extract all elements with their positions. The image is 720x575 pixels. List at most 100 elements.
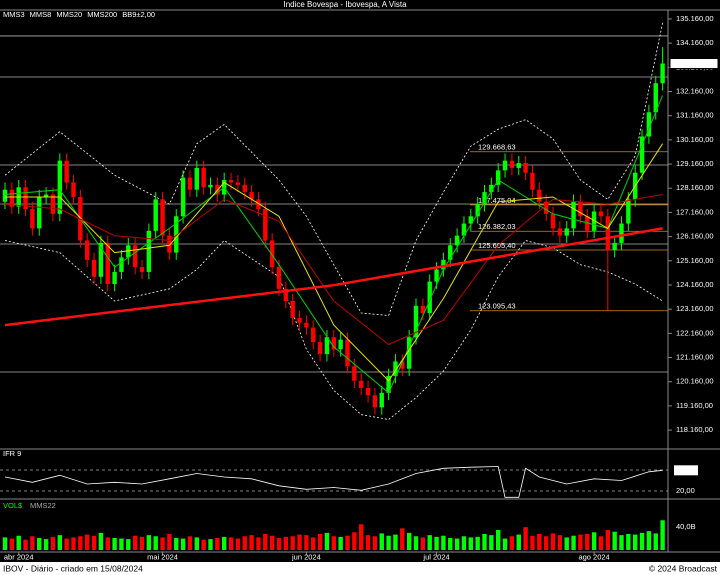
footer-bar xyxy=(0,562,720,575)
volume-bar xyxy=(502,538,508,550)
candle-body xyxy=(276,267,282,289)
volume-bar xyxy=(571,535,576,550)
volume-bar xyxy=(386,535,391,550)
candle-body xyxy=(496,170,501,185)
volume-bar xyxy=(228,537,234,550)
volume-bar xyxy=(612,531,617,550)
moving-average xyxy=(4,227,663,327)
volume-bar xyxy=(30,536,35,550)
candle-body xyxy=(167,235,172,253)
candle-body xyxy=(23,187,28,210)
y-tick-label: 121.160,00 xyxy=(676,353,714,362)
candle-body xyxy=(37,196,42,229)
volume-bar xyxy=(626,534,631,550)
volume-bar xyxy=(434,536,439,550)
candle-body xyxy=(660,63,665,84)
candle-body xyxy=(516,163,521,168)
volume-bar xyxy=(174,538,179,550)
candle-body xyxy=(502,160,508,171)
candle-body xyxy=(379,392,384,408)
volume-bar xyxy=(91,535,97,550)
last-price-label: 133.316,99 xyxy=(673,59,711,68)
bollinger-lower xyxy=(4,239,663,420)
legend-entry: MMS8 xyxy=(30,10,52,19)
volume-bar xyxy=(304,535,309,550)
candle-body xyxy=(126,245,131,258)
candle-body xyxy=(201,167,206,188)
candle-body xyxy=(174,216,179,253)
candle-body xyxy=(441,259,446,270)
moving-average xyxy=(4,95,664,394)
volume-bar xyxy=(639,532,645,550)
candle-body xyxy=(105,242,110,285)
volume-bar xyxy=(660,520,665,550)
y-tick-label: 134.160,00 xyxy=(676,38,714,47)
volume-bar xyxy=(427,535,432,550)
candle-body xyxy=(71,182,76,197)
candle-body xyxy=(543,201,549,214)
volume-bar xyxy=(283,536,289,550)
candle-body xyxy=(235,182,241,185)
volume-bar xyxy=(448,538,453,550)
volume-bar xyxy=(249,535,254,550)
volume-bar xyxy=(167,534,172,550)
candle-body xyxy=(557,228,563,236)
candle-body xyxy=(304,322,309,328)
volume-bar xyxy=(489,535,494,550)
volume-bar xyxy=(98,532,104,550)
candle-body xyxy=(249,192,254,200)
candle-body xyxy=(605,216,610,251)
y-tick-label: 128.160,00 xyxy=(676,183,714,192)
y-tick-label: 130.160,00 xyxy=(676,135,714,144)
candle-body xyxy=(359,380,364,389)
y-tick-label: 122.160,00 xyxy=(676,328,714,337)
candle-body xyxy=(256,199,261,210)
candle-body xyxy=(345,339,350,367)
candle-body xyxy=(269,240,275,268)
x-tick-label: mai 2024 xyxy=(147,552,178,561)
candle-body xyxy=(242,184,247,193)
legend-entry: MMS200 xyxy=(87,10,117,19)
candle-body xyxy=(180,177,186,217)
volume-bar xyxy=(43,539,49,550)
candle-body xyxy=(194,167,199,190)
candle-body xyxy=(448,245,453,260)
x-tick-label: ago 2024 xyxy=(578,552,609,561)
volume-bar xyxy=(379,533,384,550)
candle-body xyxy=(400,361,405,369)
volume-bar xyxy=(71,537,76,550)
candle-body xyxy=(420,305,426,314)
candle-body xyxy=(160,199,165,236)
y-tick-label: 120.160,00 xyxy=(676,377,714,386)
volume-bar xyxy=(201,539,206,550)
candle-body xyxy=(482,192,487,205)
volume-bar xyxy=(345,535,350,550)
volume-bar xyxy=(619,535,624,550)
volume-bar xyxy=(598,536,604,550)
candle-body xyxy=(434,269,439,282)
candle-body xyxy=(530,172,535,190)
volume-bar xyxy=(16,535,21,550)
y-tick-label: 126.160,00 xyxy=(676,232,714,241)
volume-bar xyxy=(406,532,412,550)
volume-bar xyxy=(139,536,145,550)
volume-bar xyxy=(269,535,275,550)
volume-bar xyxy=(537,534,542,550)
footer-left: IBOV - Diário - criado em 15/08/2024 xyxy=(3,563,143,573)
candle-body xyxy=(591,211,597,231)
volume-bar xyxy=(126,539,131,550)
candle-body xyxy=(146,230,152,272)
y-tick-label: 119.160,00 xyxy=(676,401,713,410)
candle-body xyxy=(297,317,302,323)
volume-average-name: MMS22 xyxy=(30,501,56,510)
candle-body xyxy=(639,136,645,173)
candle-body xyxy=(290,300,295,318)
volume-bar xyxy=(564,537,569,550)
fib-label: 125.605,40 xyxy=(478,241,516,250)
volume-bar xyxy=(530,535,535,550)
candle-body xyxy=(578,201,583,217)
volume-bar xyxy=(263,534,268,550)
candle-body xyxy=(139,267,145,272)
candle-body xyxy=(523,163,528,173)
volume-bar xyxy=(454,538,460,550)
